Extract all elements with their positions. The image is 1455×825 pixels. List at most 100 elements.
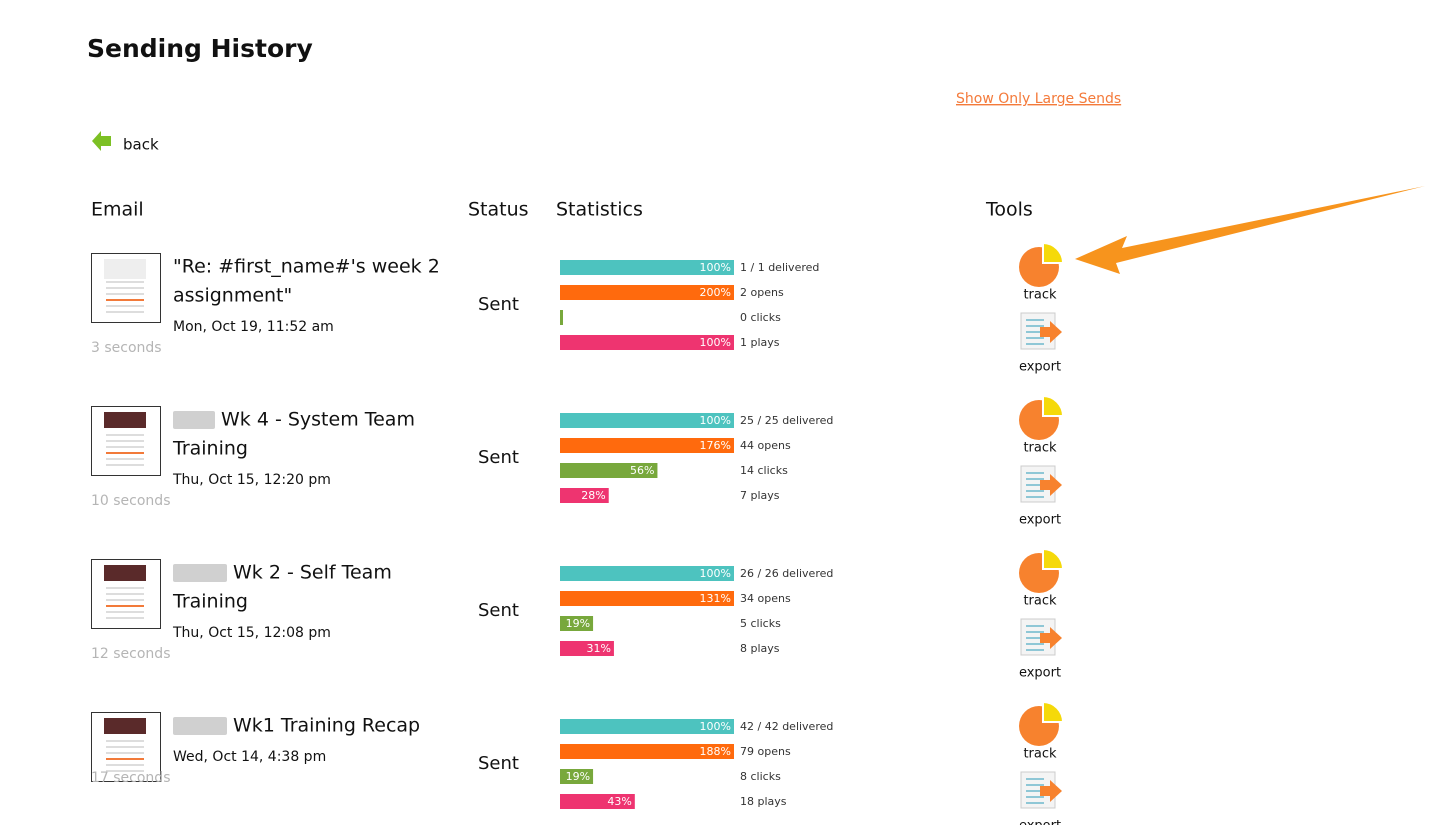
stat-percent: 31% xyxy=(586,642,610,655)
column-header: Email xyxy=(91,199,144,221)
send-status: Sent xyxy=(478,753,519,774)
stat-bar xyxy=(560,335,734,350)
large-sends-link[interactable]: Show Only Large Sends xyxy=(956,91,1121,107)
stat-percent: 56% xyxy=(630,464,654,477)
email-subject: assignment" xyxy=(173,285,292,307)
export-label[interactable]: export xyxy=(1019,513,1061,528)
back-link[interactable]: back xyxy=(123,136,159,154)
stat-text: 8 clicks xyxy=(740,770,781,783)
thumbnail-line xyxy=(106,440,144,442)
thumbnail-content xyxy=(104,565,146,581)
export-arrow[interactable] xyxy=(1040,627,1062,649)
thumbnail-line xyxy=(106,593,144,595)
blurred-name xyxy=(173,717,227,735)
email-date: Wed, Oct 14, 4:38 pm xyxy=(173,749,326,765)
export-line xyxy=(1026,343,1044,345)
stat-text: 18 plays xyxy=(740,795,787,808)
blurred-name xyxy=(173,411,215,429)
send-status: Sent xyxy=(478,294,519,315)
track-icon-slice[interactable] xyxy=(1042,394,1065,417)
stat-text: 1 plays xyxy=(740,336,780,349)
stat-bar xyxy=(560,463,658,478)
email-subject: "Re: #first_name#'s week 2 xyxy=(173,256,440,278)
stat-percent: 100% xyxy=(700,567,731,580)
track-icon-slice[interactable] xyxy=(1042,547,1065,570)
thumbnail-content xyxy=(104,412,146,428)
stat-text: 1 / 1 delivered xyxy=(740,261,819,274)
stat-text: 5 clicks xyxy=(740,617,781,630)
email-date: Thu, Oct 15, 12:08 pm xyxy=(172,625,331,641)
export-line xyxy=(1026,649,1044,651)
export-line xyxy=(1026,319,1044,321)
export-label[interactable]: export xyxy=(1019,819,1061,825)
email-subject: Training xyxy=(172,591,248,613)
stat-bar xyxy=(560,719,734,734)
stat-text: 0 clicks xyxy=(740,311,781,324)
stat-percent: 100% xyxy=(700,414,731,427)
back-arrow[interactable] xyxy=(92,131,111,151)
elapsed-time: 17 seconds xyxy=(91,770,171,786)
track-icon-slice[interactable] xyxy=(1042,241,1065,264)
track-label[interactable]: track xyxy=(1023,288,1057,303)
thumbnail-line xyxy=(106,293,144,295)
thumbnail-line xyxy=(106,746,144,748)
email-date: Thu, Oct 15, 12:20 pm xyxy=(172,472,331,488)
thumbnail-line xyxy=(106,758,144,760)
stat-bar xyxy=(560,769,594,784)
column-header: Tools xyxy=(985,199,1033,221)
thumbnail-line xyxy=(106,764,144,766)
export-label[interactable]: export xyxy=(1019,360,1061,375)
thumbnail-line xyxy=(106,458,144,460)
stat-bar xyxy=(560,744,734,759)
export-line xyxy=(1026,643,1044,645)
stat-bar xyxy=(560,260,734,275)
stat-percent: 188% xyxy=(700,745,731,758)
elapsed-time: 10 seconds xyxy=(91,493,171,509)
thumbnail-line xyxy=(106,587,144,589)
thumbnail-line xyxy=(106,617,144,619)
column-header: Status xyxy=(468,199,529,221)
stat-bar xyxy=(560,591,734,606)
stat-bar xyxy=(560,285,734,300)
email-subject: Training xyxy=(172,438,248,460)
export-arrow[interactable] xyxy=(1040,321,1062,343)
send-status: Sent xyxy=(478,600,519,621)
export-line xyxy=(1026,484,1044,486)
thumbnail-line xyxy=(106,611,144,613)
thumbnail-line xyxy=(106,752,144,754)
export-line xyxy=(1026,796,1044,798)
export-line xyxy=(1026,790,1044,792)
export-line xyxy=(1026,631,1044,633)
stat-percent: 28% xyxy=(581,489,605,502)
thumbnail-content xyxy=(104,718,146,734)
track-label[interactable]: track xyxy=(1023,594,1057,609)
export-arrow[interactable] xyxy=(1040,474,1062,496)
stat-bar xyxy=(560,616,594,631)
stat-text: 8 plays xyxy=(740,642,780,655)
stat-percent: 200% xyxy=(700,286,731,299)
stat-text: 79 opens xyxy=(740,745,791,758)
thumbnail-line xyxy=(106,464,144,466)
blurred-name xyxy=(173,564,227,582)
stat-text: 42 / 42 delivered xyxy=(740,720,833,733)
stat-percent: 100% xyxy=(700,261,731,274)
export-line xyxy=(1026,496,1044,498)
export-label[interactable]: export xyxy=(1019,666,1061,681)
stat-text: 14 clicks xyxy=(740,464,788,477)
track-label[interactable]: track xyxy=(1023,747,1057,762)
stat-bar xyxy=(560,794,635,809)
track-label[interactable]: track xyxy=(1023,441,1057,456)
export-line xyxy=(1026,472,1044,474)
export-line xyxy=(1026,802,1044,804)
stat-percent: 100% xyxy=(700,336,731,349)
email-date: Mon, Oct 19, 11:52 am xyxy=(173,319,334,335)
track-icon-slice[interactable] xyxy=(1042,700,1065,723)
export-arrow[interactable] xyxy=(1040,780,1062,802)
stat-percent: 19% xyxy=(566,617,590,630)
thumbnail-line xyxy=(106,605,144,607)
thumbnail-line xyxy=(106,434,144,436)
export-line xyxy=(1026,478,1044,480)
export-line xyxy=(1026,337,1044,339)
column-header: Statistics xyxy=(556,199,643,221)
stat-bar xyxy=(560,413,734,428)
